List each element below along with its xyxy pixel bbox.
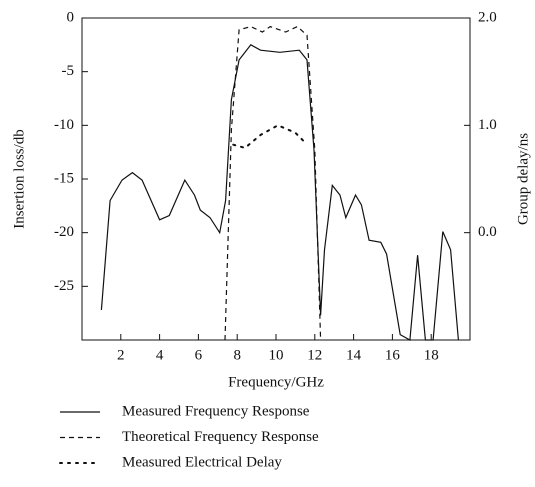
x-tick-label: 8 <box>233 347 241 363</box>
series-line <box>224 25 322 341</box>
y-axis-label: Insertion loss/db <box>11 129 27 229</box>
y2-tick-label: 1.0 <box>478 117 497 133</box>
legend-label: Measured Frequency Response <box>122 403 310 419</box>
y-tick-label: -10 <box>54 117 74 133</box>
x-tick-label: 4 <box>156 347 164 363</box>
x-tick-label: 18 <box>424 347 439 363</box>
y2-tick-label: 2.0 <box>478 9 497 25</box>
x-tick-label: 6 <box>195 347 203 363</box>
y2-tick-label: 0.0 <box>478 224 497 240</box>
series-line <box>232 124 307 150</box>
legend-label: Measured Electrical Delay <box>122 454 282 470</box>
x-tick-label: 16 <box>385 347 401 363</box>
x-tick-label: 10 <box>269 347 284 363</box>
x-tick-label: 2 <box>117 347 125 363</box>
y-tick-label: -20 <box>54 224 74 240</box>
y2-axis-label: Group delay/ns <box>515 133 531 225</box>
y-tick-label: -25 <box>54 278 74 294</box>
y-tick-label: -5 <box>62 63 75 79</box>
x-tick-label: 14 <box>346 347 362 363</box>
legend-label: Theoretical Frequency Response <box>122 429 319 445</box>
x-tick-label: 12 <box>307 347 322 363</box>
y-tick-label: 0 <box>67 9 75 25</box>
y-tick-label: -15 <box>54 170 74 186</box>
series-line <box>100 44 459 341</box>
x-axis-label: Frequency/GHz <box>228 374 324 390</box>
